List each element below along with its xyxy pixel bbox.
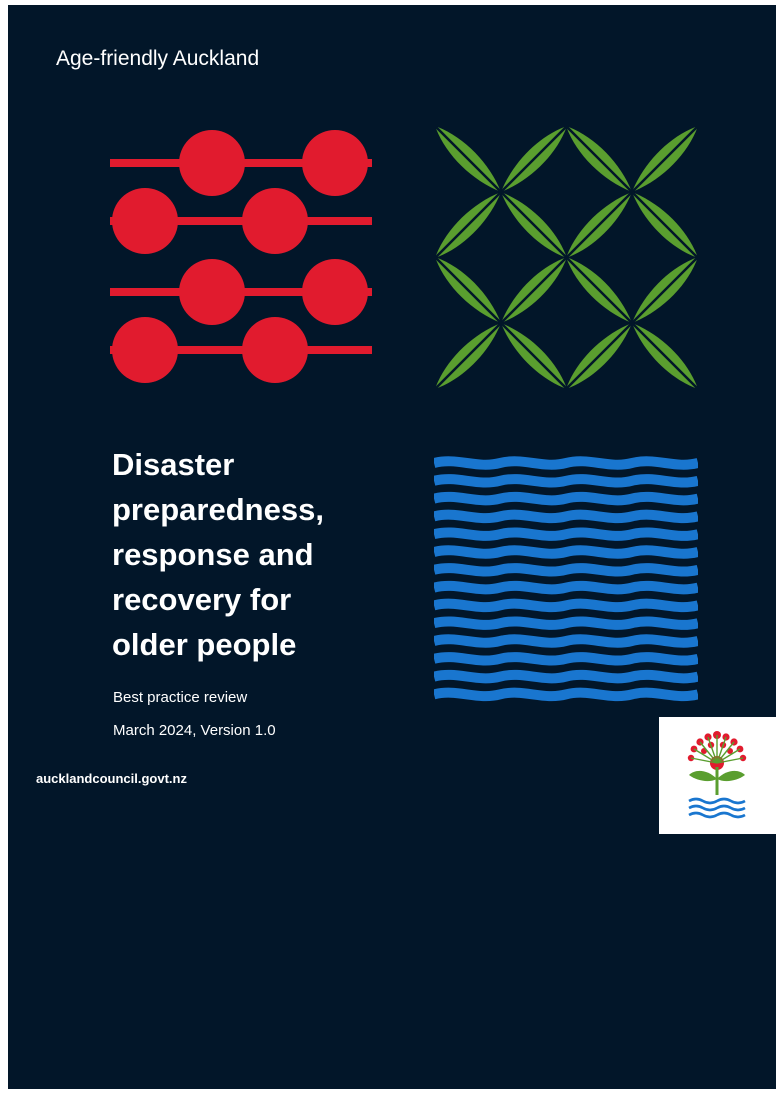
wave-stripe (434, 634, 698, 648)
wave-stripe (434, 669, 698, 684)
title-line: recovery for (112, 582, 292, 617)
wave-stripe (434, 491, 698, 506)
wave-stripe (434, 616, 698, 630)
pohutukawa-logo-icon (687, 731, 747, 819)
wave-stripe (434, 652, 698, 666)
wave-stripe (434, 456, 698, 470)
wave-stripe (434, 527, 698, 541)
blue-wave-pattern-icon (434, 456, 698, 702)
green-leaf-pattern-icon (436, 127, 698, 389)
red-bead-pattern-icon (110, 130, 372, 383)
document-subtitle: Best practice review (113, 689, 248, 706)
wave-stripe (434, 687, 698, 702)
wave-stripe (434, 598, 698, 613)
title-line: preparedness, (112, 492, 324, 527)
document-cover: Age-friendly Auckland (8, 5, 776, 1089)
wave-stripe (434, 563, 698, 577)
wave-stripe (434, 474, 698, 488)
document-title: Disaster preparedness, response and reco… (112, 442, 412, 667)
title-line: response and (112, 537, 314, 572)
title-line: older people (112, 627, 297, 662)
wave-stripe (434, 580, 698, 595)
wave-stripe (434, 509, 698, 524)
website-link[interactable]: aucklandcouncil.govt.nz (36, 771, 187, 786)
series-title: Age-friendly Auckland (56, 47, 260, 70)
council-logo (659, 717, 776, 834)
document-version: March 2024, Version 1.0 (113, 722, 276, 739)
title-line: Disaster (112, 447, 235, 482)
wave-stripe (434, 545, 698, 559)
